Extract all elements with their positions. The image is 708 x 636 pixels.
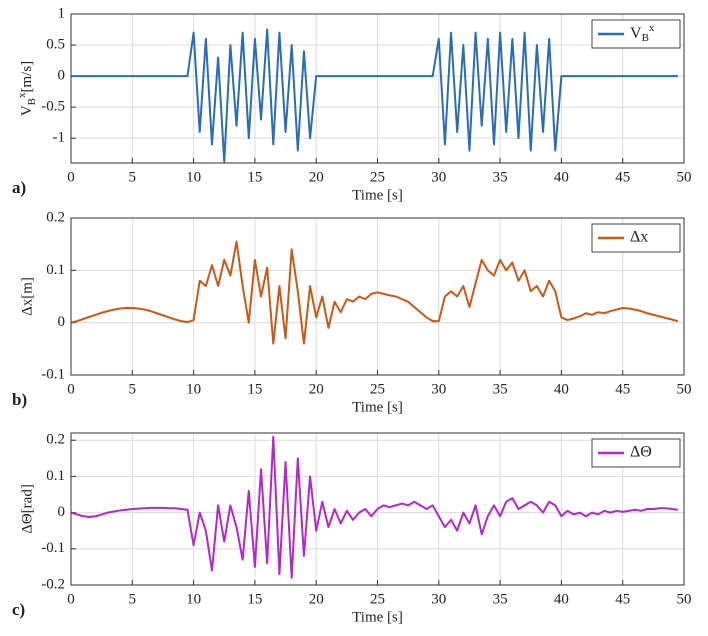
y-tick-label: -1 bbox=[53, 130, 66, 146]
y-tick-label: 0.5 bbox=[46, 36, 65, 52]
x-axis-label: Time [s] bbox=[352, 609, 403, 625]
y-tick-label: 0.1 bbox=[46, 262, 65, 278]
label-part: V bbox=[630, 25, 642, 42]
x-tick-label: 15 bbox=[247, 381, 262, 397]
x-tick-label: 30 bbox=[431, 591, 446, 607]
label-part: B bbox=[26, 98, 38, 105]
x-tick-label: 5 bbox=[129, 591, 137, 607]
x-tick-label: 45 bbox=[615, 591, 630, 607]
x-tick-label: 25 bbox=[370, 591, 385, 607]
x-tick-label: 0 bbox=[67, 381, 75, 397]
panel-label: b) bbox=[12, 390, 27, 409]
panel: 0 5 10 15 20 25 30 35 40 45 50 -0.2 -0.1 0 0.1 0.2 Time … bbox=[12, 432, 692, 626]
legend: VBx bbox=[591, 19, 681, 49]
plot-frame bbox=[70, 432, 685, 586]
y-tick-label: -0.5 bbox=[41, 99, 65, 115]
x-tick-label: 35 bbox=[493, 169, 508, 185]
x-tick-label: 50 bbox=[677, 381, 692, 397]
x-tick-label: 25 bbox=[370, 169, 385, 185]
x-tick-label: 30 bbox=[431, 169, 446, 185]
plot-frame bbox=[70, 217, 685, 376]
x-axis-label: Time [s] bbox=[352, 187, 403, 203]
y-tick-label: 0.1 bbox=[46, 468, 65, 484]
x-tick-label: 20 bbox=[309, 591, 324, 607]
x-tick-label: 45 bbox=[615, 381, 630, 397]
x-tick-label: 25 bbox=[370, 381, 385, 397]
x-tick-label: 45 bbox=[615, 169, 630, 185]
x-tick-label: 0 bbox=[67, 591, 75, 607]
x-tick-label: 20 bbox=[309, 381, 324, 397]
x-tick-label: 10 bbox=[186, 169, 201, 185]
y-tick-label: 0.2 bbox=[46, 209, 65, 225]
y-axis-label: Δx[m] bbox=[19, 277, 35, 316]
legend-label: ΔΘ bbox=[630, 444, 652, 461]
y-tick-label: 0 bbox=[58, 68, 66, 84]
y-tick-label: 0 bbox=[58, 314, 66, 330]
x-tick-label: 50 bbox=[677, 169, 692, 185]
label-part: V bbox=[19, 105, 35, 116]
panel: 0 5 10 15 20 25 30 35 40 45 50 -1 -0.5 0 0.5 1 Time [s] V… bbox=[12, 5, 692, 203]
x-tick-label: 5 bbox=[129, 381, 137, 397]
x-tick-label: 35 bbox=[493, 591, 508, 607]
label-part: B bbox=[642, 32, 649, 44]
x-tick-label: 50 bbox=[677, 591, 692, 607]
data-line bbox=[71, 28, 678, 163]
x-tick-label: 15 bbox=[247, 169, 262, 185]
y-tick-label: -0.2 bbox=[41, 576, 65, 592]
x-tick-label: 10 bbox=[186, 591, 201, 607]
x-tick-label: 40 bbox=[554, 381, 569, 397]
x-tick-label: 30 bbox=[431, 381, 446, 397]
data-line bbox=[70, 240, 679, 345]
label-part: [m/s] bbox=[19, 61, 35, 93]
y-tick-label: -0.1 bbox=[41, 540, 65, 556]
y-axis-label: ΔΘ[rad] bbox=[19, 484, 35, 534]
legend-label: Δx bbox=[630, 229, 648, 246]
x-tick-label: 10 bbox=[186, 381, 201, 397]
plot-frame bbox=[70, 13, 685, 164]
legend-label: VBx bbox=[630, 22, 655, 44]
legend: Δx bbox=[591, 223, 681, 253]
x-tick-label: 35 bbox=[493, 381, 508, 397]
data-line bbox=[70, 435, 678, 579]
panel-label: a) bbox=[12, 178, 26, 197]
y-tick-label: 0.2 bbox=[46, 432, 65, 448]
y-tick-label: 1 bbox=[58, 5, 66, 21]
x-axis-label: Time [s] bbox=[352, 399, 403, 415]
legend: ΔΘ bbox=[591, 438, 681, 468]
panel-label: c) bbox=[12, 600, 25, 619]
x-tick-label: 5 bbox=[129, 169, 137, 185]
y-tick-label: -0.1 bbox=[41, 366, 65, 382]
x-tick-label: 40 bbox=[554, 591, 569, 607]
x-tick-label: 0 bbox=[67, 169, 75, 185]
y-tick-label: 0 bbox=[58, 504, 66, 520]
x-tick-label: 40 bbox=[554, 169, 569, 185]
label-part: x bbox=[649, 22, 655, 34]
label-part: x bbox=[16, 92, 28, 98]
y-axis-label: VBx[m/s] bbox=[16, 61, 38, 116]
x-tick-label: 15 bbox=[247, 591, 262, 607]
x-tick-label: 20 bbox=[309, 169, 324, 185]
